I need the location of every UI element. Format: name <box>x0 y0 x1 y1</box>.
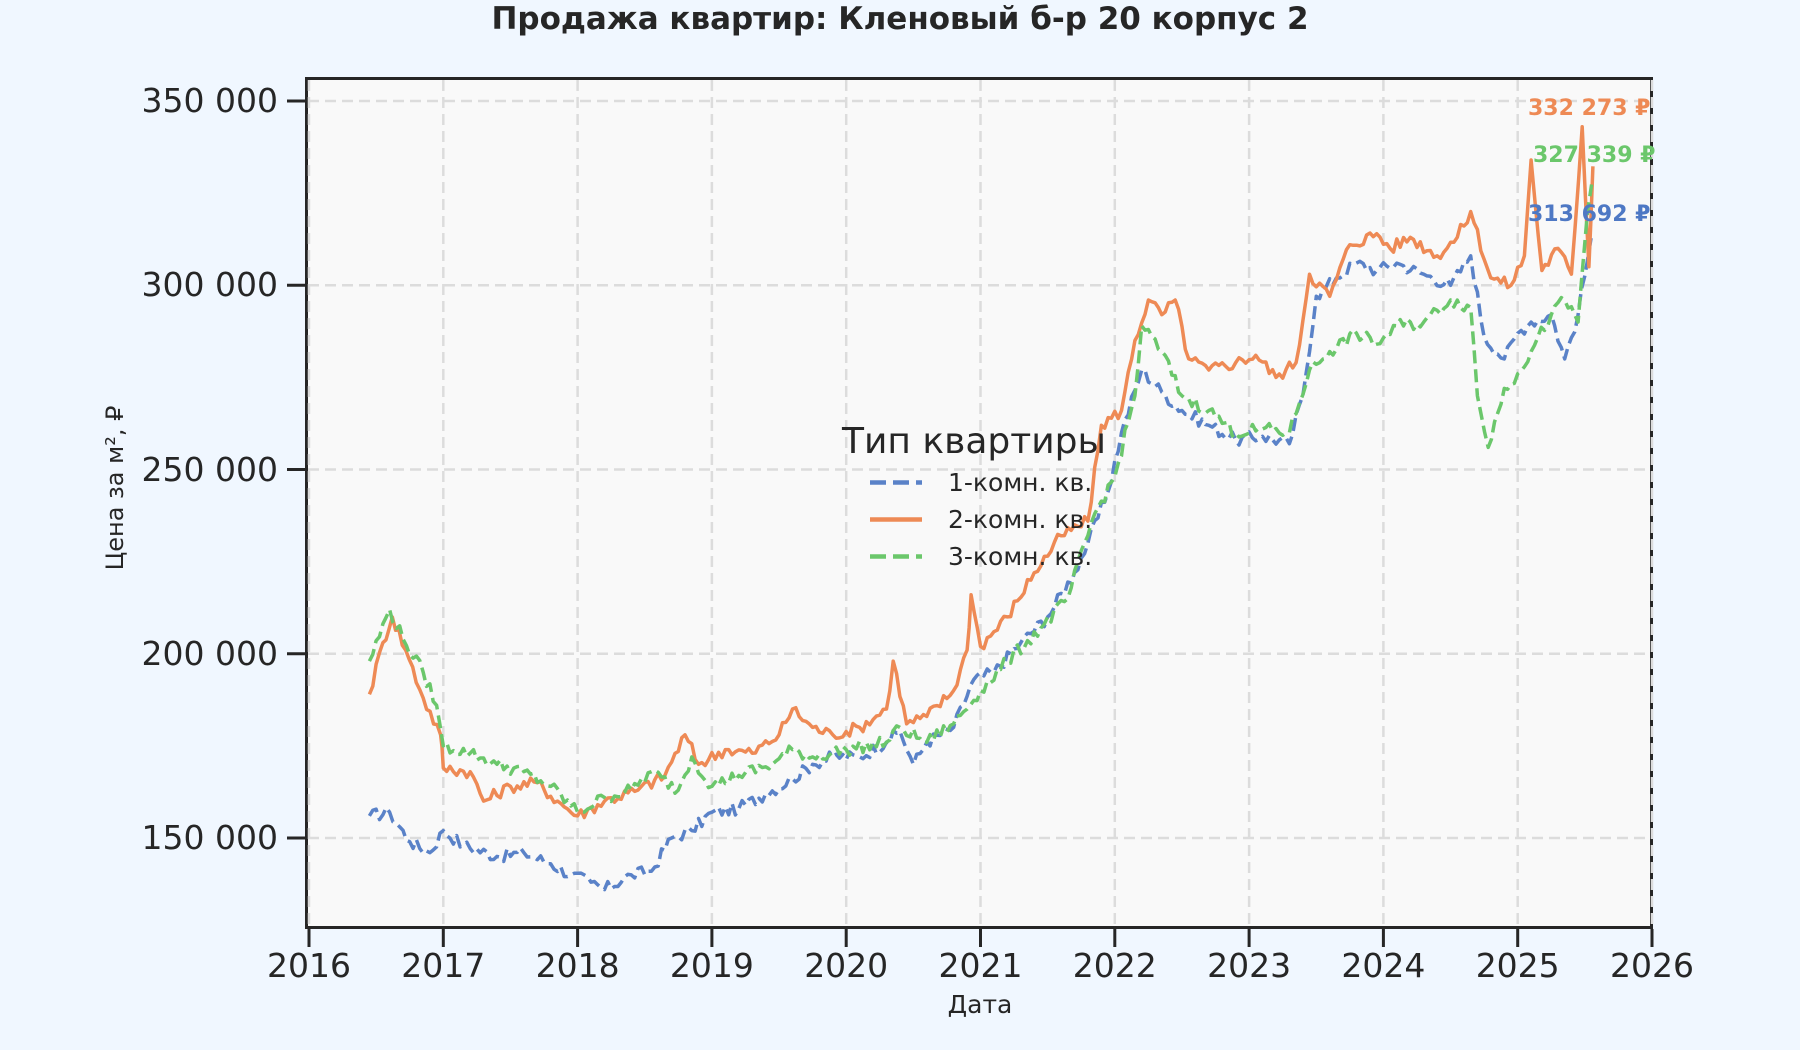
ytick-label: 250 000 <box>141 449 278 489</box>
xtick-label: 2017 <box>401 946 486 985</box>
series-lines <box>367 125 1595 892</box>
ytick-label: 200 000 <box>141 633 278 673</box>
xtick-label: 2020 <box>804 946 889 985</box>
dashed-line-swatch-icon <box>870 554 922 559</box>
y-axis-label: Цена за м², ₽ <box>101 405 129 571</box>
xtick-label: 2016 <box>267 946 351 985</box>
xtick-label: 2024 <box>1341 946 1426 985</box>
series-line-1 <box>367 234 1594 892</box>
legend-label: 2-комн. кв. <box>948 505 1093 534</box>
xtick-label: 2018 <box>535 946 620 985</box>
xtick-label: 2022 <box>1072 946 1157 985</box>
end-value-label-1room: 313 692 ₽ <box>1528 202 1651 227</box>
legend-item-2room: 2-комн. кв. <box>870 501 1106 538</box>
end-value-label-3room: 327 339 ₽ <box>1533 143 1656 168</box>
xtick-label: 2021 <box>938 946 1023 985</box>
legend-item-3room: 3-комн. кв. <box>870 538 1106 575</box>
legend-title: Тип квартиры <box>842 421 1106 462</box>
legend-item-1room: 1-комн. кв. <box>870 464 1106 501</box>
xtick-label: 2023 <box>1207 946 1292 985</box>
xtick-label: 2025 <box>1475 946 1560 985</box>
solid-line-swatch-icon <box>870 517 922 522</box>
x-axis-label: Дата <box>947 990 1013 1019</box>
dashed-line-swatch-icon <box>870 480 922 485</box>
axis-ticks <box>287 99 1654 947</box>
ytick-label: 300 000 <box>141 265 278 305</box>
legend: Тип квартиры 1-комн. кв. 2-комн. кв. 3-к… <box>838 420 1106 575</box>
ytick-label: 350 000 <box>141 81 278 120</box>
legend-label: 1-комн. кв. <box>948 468 1093 497</box>
chart-title: Продажа квартир: Кленовый б-р 20 корпус … <box>491 1 1309 37</box>
xtick-label: 2019 <box>669 946 754 985</box>
grid-lines <box>307 80 1654 926</box>
series-line-2 <box>367 125 1595 820</box>
legend-label: 3-комн. кв. <box>948 542 1093 571</box>
plot-area <box>305 77 1653 929</box>
xtick-label: 2026 <box>1610 946 1694 985</box>
series-line-3 <box>367 184 1594 814</box>
end-value-label-2room: 332 273 ₽ <box>1528 96 1651 121</box>
ytick-label: 150 000 <box>141 818 278 857</box>
